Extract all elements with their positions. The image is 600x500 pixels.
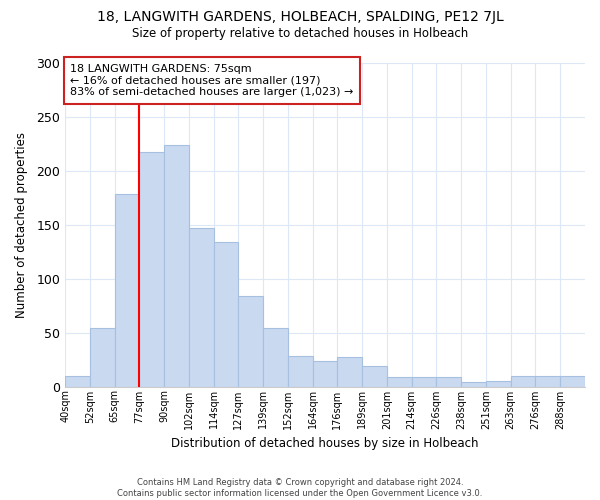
Bar (164, 144, 189, 386)
Text: Size of property relative to detached houses in Holbeach: Size of property relative to detached ho… (132, 28, 468, 40)
Bar (115, 194, 139, 386)
Bar (139, 152, 164, 386)
Bar (313, 360, 337, 386)
Bar (263, 328, 288, 386)
Bar (535, 376, 560, 386)
Text: Contains HM Land Registry data © Crown copyright and database right 2024.
Contai: Contains HM Land Registry data © Crown c… (118, 478, 482, 498)
Bar (214, 242, 238, 386)
Bar (387, 377, 412, 386)
Bar (436, 377, 461, 386)
Y-axis label: Number of detached properties: Number of detached properties (15, 132, 28, 318)
Text: 18, LANGWITH GARDENS, HOLBEACH, SPALDING, PE12 7JL: 18, LANGWITH GARDENS, HOLBEACH, SPALDING… (97, 10, 503, 24)
Bar (65, 376, 90, 386)
Bar (288, 356, 313, 386)
Bar (560, 376, 585, 386)
Bar (412, 377, 436, 386)
Bar (362, 366, 387, 386)
Bar (189, 228, 214, 386)
Bar (238, 296, 263, 386)
Bar (486, 381, 511, 386)
Bar (511, 376, 535, 386)
Bar (461, 382, 486, 386)
Text: 18 LANGWITH GARDENS: 75sqm
← 16% of detached houses are smaller (197)
83% of sem: 18 LANGWITH GARDENS: 75sqm ← 16% of deta… (70, 64, 353, 98)
Bar (90, 328, 115, 386)
Bar (337, 358, 362, 386)
X-axis label: Distribution of detached houses by size in Holbeach: Distribution of detached houses by size … (171, 437, 479, 450)
